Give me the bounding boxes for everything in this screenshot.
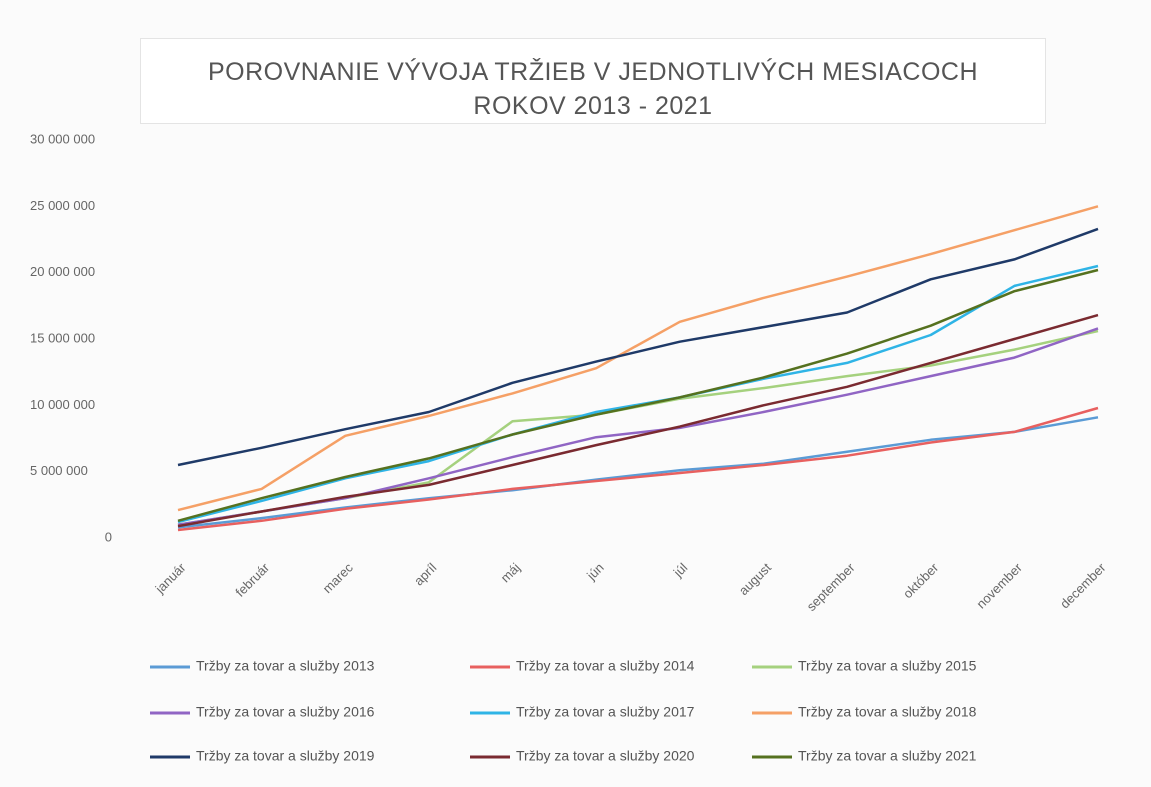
x-tick-label: september: [804, 559, 859, 614]
x-tick-label: júl: [670, 560, 691, 581]
series-line: [177, 313, 1099, 528]
x-tick-label: marec: [320, 560, 356, 596]
series-line: [177, 416, 1099, 529]
legend-label: Tržby za tovar a služby 2021: [798, 748, 977, 764]
y-tick-label: 25 000 000: [30, 198, 95, 213]
x-tick-label: apríl: [411, 560, 440, 589]
x-tick-label: jún: [583, 560, 607, 584]
legend-label: Tržby za tovar a služby 2018: [798, 704, 977, 720]
x-tick-label: november: [973, 559, 1025, 611]
chart-title: POROVNANIE VÝVOJA TRŽIEB V JEDNOTLIVÝCH …: [140, 38, 1046, 124]
legend-label: Tržby za tovar a služby 2013: [196, 658, 375, 674]
y-tick-label: 10 000 000: [30, 397, 95, 412]
legend-label: Tržby za tovar a služby 2014: [516, 658, 695, 674]
series-line: [177, 327, 1099, 526]
x-tick-label: október: [900, 559, 942, 601]
y-tick-label: 5 000 000: [30, 463, 88, 478]
series-line: [177, 264, 1099, 524]
legend-label: Tržby za tovar a služby 2017: [516, 704, 695, 720]
x-tick-label: február: [232, 559, 272, 599]
y-tick-label: 15 000 000: [30, 330, 95, 345]
legend-label: Tržby za tovar a služby 2015: [798, 658, 977, 674]
legend-label: Tržby za tovar a služby 2020: [516, 748, 695, 764]
y-tick-label: 0: [105, 529, 112, 544]
x-tick-label: január: [152, 559, 189, 596]
series-line: [177, 406, 1099, 532]
series-line: [177, 268, 1099, 523]
series-line: [177, 227, 1099, 467]
x-tick-label: december: [1057, 559, 1109, 611]
legend-label: Tržby za tovar a služby 2019: [196, 748, 375, 764]
series-line: [177, 329, 1099, 526]
series-line: [177, 205, 1099, 512]
y-tick-label: 20 000 000: [30, 264, 95, 279]
x-tick-label: máj: [498, 560, 523, 585]
x-tick-label: august: [736, 560, 774, 598]
legend-label: Tržby za tovar a služby 2016: [196, 704, 375, 720]
y-tick-label: 30 000 000: [30, 131, 95, 146]
